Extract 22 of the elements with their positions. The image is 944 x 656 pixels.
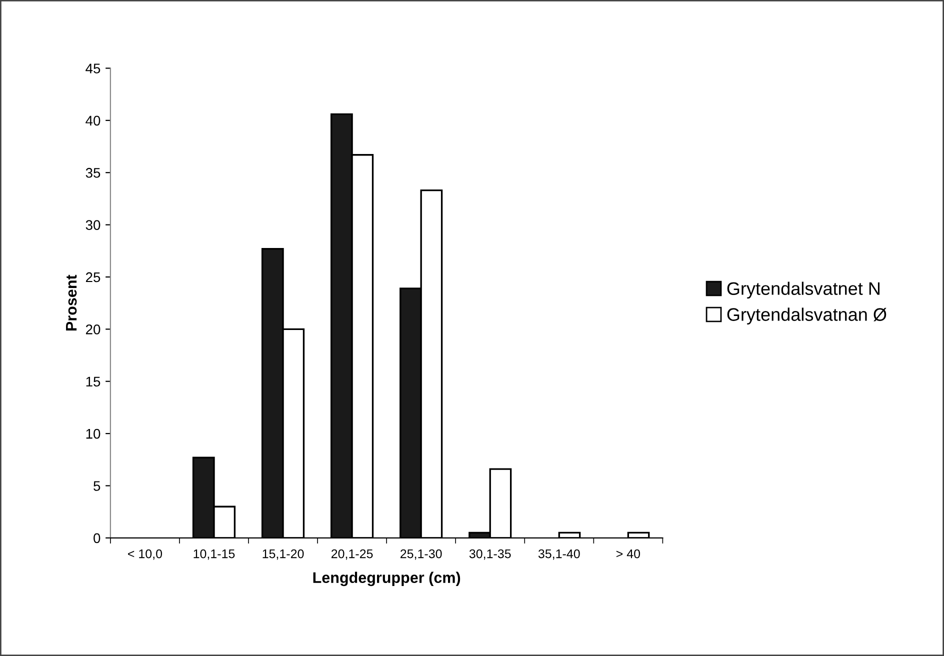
y-tick-label: 35	[86, 168, 100, 178]
y-axis-title: Prosent	[66, 274, 77, 330]
x-tick-label: > 40	[616, 549, 640, 558]
x-tick-label: 30,1-35	[469, 549, 511, 560]
y-tick-label: 15	[86, 376, 100, 387]
x-tick-label: 25,1-30	[400, 549, 442, 560]
y-tick-label: 45	[86, 64, 100, 74]
x-axis-title: Lengdegrupper (cm)	[313, 572, 460, 586]
y-tick-label: 10	[86, 428, 100, 439]
y-tick-label: 0	[94, 533, 100, 544]
x-tick-label: 20,1-25	[331, 549, 373, 560]
y-tick-label: 40	[86, 116, 100, 126]
legend-label: Grytendalsvatnet N	[727, 282, 880, 299]
y-tick-label: 30	[86, 220, 100, 230]
y-tick-label: 25	[86, 272, 100, 282]
x-tick-label: < 10,0	[128, 549, 162, 560]
y-tick-label: 5	[94, 481, 100, 491]
x-tick-label: 35,1-40	[538, 549, 580, 560]
x-tick-label: 10,1-15	[194, 549, 235, 560]
y-tick-label: 20	[86, 324, 100, 334]
legend-label: Grytendalsvatnan Ø	[727, 308, 886, 325]
x-tick-label: 15,1-20	[262, 549, 304, 560]
